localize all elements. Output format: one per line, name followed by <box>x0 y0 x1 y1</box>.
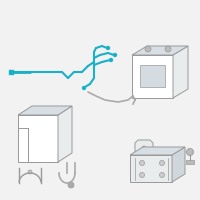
Circle shape <box>140 172 144 178</box>
Circle shape <box>82 86 86 90</box>
Circle shape <box>68 182 74 188</box>
Polygon shape <box>130 155 172 182</box>
Circle shape <box>28 170 32 174</box>
Polygon shape <box>18 115 58 162</box>
Polygon shape <box>135 140 153 155</box>
Polygon shape <box>18 106 72 115</box>
Circle shape <box>108 58 114 62</box>
Circle shape <box>165 46 171 52</box>
Circle shape <box>140 160 144 166</box>
FancyBboxPatch shape <box>8 69 14 75</box>
Polygon shape <box>130 147 185 155</box>
FancyBboxPatch shape <box>140 65 165 87</box>
Polygon shape <box>172 147 185 182</box>
Polygon shape <box>173 46 188 98</box>
Circle shape <box>145 46 151 52</box>
FancyBboxPatch shape <box>186 160 194 164</box>
Polygon shape <box>132 55 173 98</box>
Circle shape <box>160 160 164 166</box>
Circle shape <box>186 148 194 156</box>
Polygon shape <box>58 106 72 162</box>
Circle shape <box>106 46 110 50</box>
Circle shape <box>160 172 164 178</box>
Polygon shape <box>132 46 188 55</box>
Circle shape <box>142 146 146 150</box>
Circle shape <box>112 52 118 58</box>
